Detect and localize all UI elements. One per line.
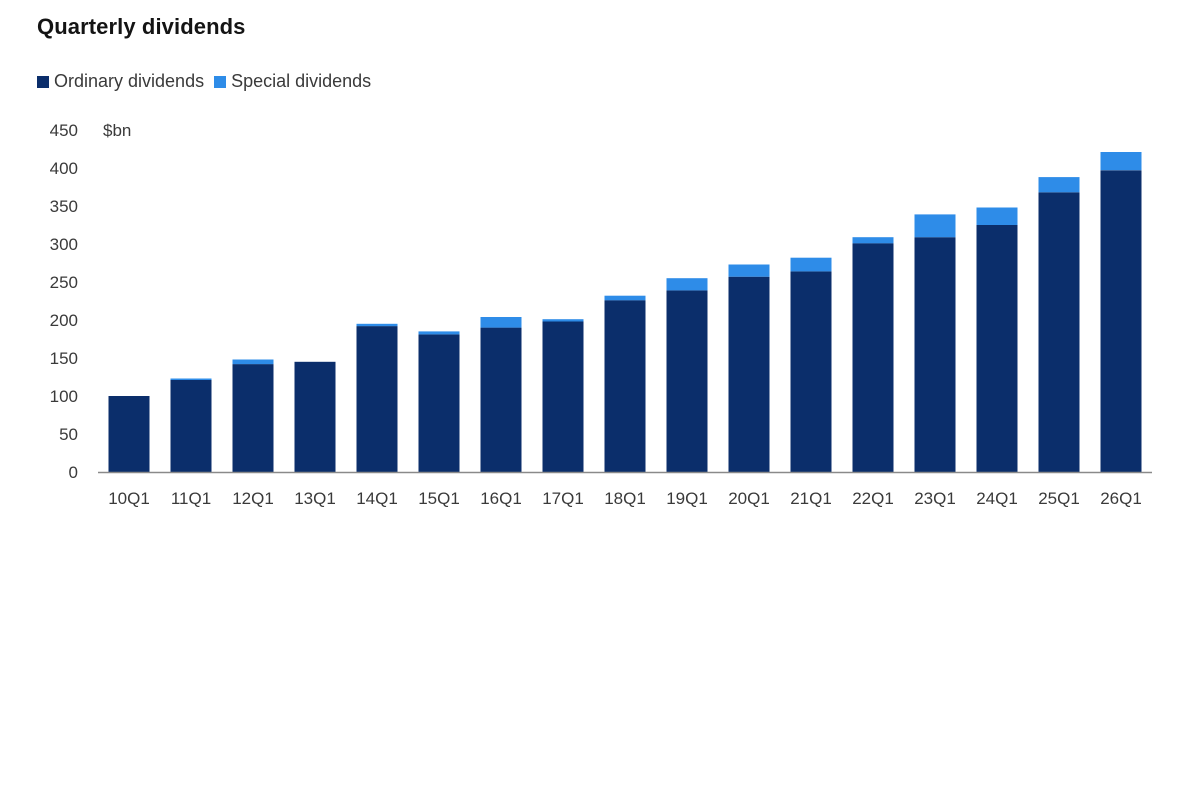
- x-tick-label: 10Q1: [108, 489, 150, 508]
- x-tick-label: 26Q1: [1100, 489, 1142, 508]
- bar-special: [852, 237, 894, 244]
- y-tick-label: 0: [69, 463, 78, 482]
- x-tick-label: 22Q1: [852, 489, 894, 508]
- y-axis-unit-label: $bn: [103, 121, 131, 140]
- y-tick-label: 250: [50, 273, 78, 292]
- bar-special: [1038, 177, 1080, 193]
- x-tick-label: 25Q1: [1038, 489, 1080, 508]
- bar-ordinary: [294, 361, 336, 472]
- legend-label-special: Special dividends: [231, 71, 372, 91]
- bar-special: [914, 214, 956, 238]
- bar-special: [666, 278, 708, 291]
- bar-special: [480, 317, 522, 328]
- bar-special: [542, 319, 584, 322]
- bar-ordinary: [852, 243, 894, 472]
- x-tick-label: 12Q1: [232, 489, 274, 508]
- y-tick-label: 50: [59, 425, 78, 444]
- bar-ordinary: [170, 380, 212, 472]
- bar-ordinary: [542, 321, 584, 472]
- chart-legend: Ordinary dividends Special dividends: [37, 71, 381, 92]
- bar-ordinary: [604, 300, 646, 472]
- legend-swatch-special: [214, 75, 227, 88]
- x-tick-label: 20Q1: [728, 489, 770, 508]
- bar-ordinary: [480, 327, 522, 472]
- y-tick-label: 150: [50, 349, 78, 368]
- bar-ordinary: [356, 326, 398, 472]
- legend-swatch-ordinary: [37, 75, 49, 88]
- legend-item-special: Special dividends: [214, 71, 371, 92]
- y-tick-label: 400: [50, 159, 78, 178]
- y-tick-label: 200: [50, 311, 78, 330]
- legend-item-ordinary: Ordinary dividends: [37, 71, 204, 92]
- bar-ordinary: [790, 271, 832, 472]
- bar-ordinary: [232, 364, 274, 472]
- bar-ordinary: [728, 276, 770, 472]
- x-tick-label: 16Q1: [480, 489, 522, 508]
- bar-special: [976, 207, 1018, 225]
- bar-ordinary: [418, 334, 460, 472]
- bar-special: [356, 323, 398, 327]
- bar-special: [232, 359, 274, 365]
- bar-ordinary: [1038, 192, 1080, 473]
- x-tick-label: 18Q1: [604, 489, 646, 508]
- y-tick-label: 300: [50, 235, 78, 254]
- y-tick-label: 450: [50, 121, 78, 140]
- bar-special: [790, 257, 832, 272]
- bar-ordinary: [976, 225, 1018, 472]
- x-tick-label: 24Q1: [976, 489, 1018, 508]
- x-tick-label: 19Q1: [666, 489, 708, 508]
- bar-ordinary: [1100, 170, 1142, 473]
- chart-title: Quarterly dividends: [37, 14, 246, 39]
- y-tick-label: 350: [50, 197, 78, 216]
- bar-ordinary: [108, 396, 150, 472]
- x-tick-label: 13Q1: [294, 489, 336, 508]
- bar-special: [418, 331, 460, 335]
- y-tick-label: 100: [50, 387, 78, 406]
- x-tick-label: 17Q1: [542, 489, 584, 508]
- bar-ordinary: [914, 237, 956, 472]
- bar-special: [170, 378, 212, 380]
- bar-special: [604, 295, 646, 301]
- x-tick-label: 15Q1: [418, 489, 460, 508]
- x-tick-label: 14Q1: [356, 489, 398, 508]
- bar-special: [1100, 152, 1142, 171]
- x-tick-label: 23Q1: [914, 489, 956, 508]
- bar-special: [728, 264, 770, 277]
- legend-label-ordinary: Ordinary dividends: [54, 71, 205, 91]
- x-tick-label: 21Q1: [790, 489, 832, 508]
- bar-ordinary: [666, 290, 708, 472]
- x-tick-label: 11Q1: [171, 489, 211, 508]
